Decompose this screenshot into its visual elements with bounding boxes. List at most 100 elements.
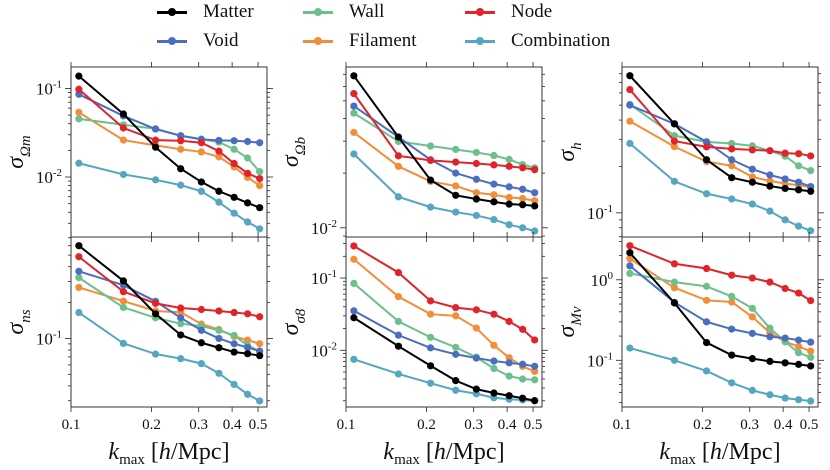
data-point-combination bbox=[244, 218, 252, 226]
data-point-node bbox=[781, 284, 789, 293]
data-point-combination bbox=[230, 209, 238, 217]
data-point-wall bbox=[119, 303, 128, 312]
data-point-wall bbox=[394, 317, 403, 326]
data-point-void bbox=[795, 178, 803, 186]
data-point-matter bbox=[472, 195, 480, 203]
series-line-combination bbox=[629, 347, 811, 403]
data-point-node bbox=[256, 174, 264, 183]
data-point-void bbox=[350, 102, 358, 110]
legend-swatch-wall bbox=[303, 6, 333, 18]
data-point-filament bbox=[350, 128, 358, 137]
data-point-void bbox=[505, 359, 513, 367]
data-point-filament bbox=[748, 313, 756, 321]
data-point-wall bbox=[728, 139, 736, 148]
data-point-filament bbox=[795, 342, 803, 351]
data-point-combination bbox=[350, 150, 358, 158]
y-tick-label: 10-1 bbox=[587, 350, 613, 370]
data-point-matter bbox=[230, 348, 238, 356]
data-point-node bbox=[766, 147, 774, 155]
data-point-node bbox=[472, 306, 480, 314]
data-point-filament bbox=[256, 340, 264, 348]
data-point-combination bbox=[766, 207, 774, 215]
data-point-node bbox=[490, 161, 498, 169]
data-point-filament bbox=[505, 354, 513, 362]
data-point-matter bbox=[472, 385, 480, 393]
data-point-wall bbox=[75, 115, 83, 123]
x-tick-label: 0.2 bbox=[417, 417, 436, 433]
data-point-wall bbox=[702, 282, 711, 290]
data-point-wall bbox=[670, 132, 679, 140]
data-point-wall bbox=[230, 331, 238, 340]
data-point-matter bbox=[350, 314, 358, 322]
data-point-combination bbox=[215, 198, 223, 206]
data-point-filament bbox=[807, 347, 815, 355]
data-point-node bbox=[177, 137, 185, 145]
legend-label-node: Node bbox=[511, 1, 553, 22]
data-point-matter bbox=[75, 72, 83, 80]
data-point-node bbox=[177, 304, 185, 312]
data-point-combination bbox=[151, 350, 160, 358]
data-point-matter bbox=[452, 377, 460, 385]
data-point-combination bbox=[807, 397, 815, 405]
data-point-matter bbox=[490, 389, 498, 397]
y-axis-label: σσ8 bbox=[278, 308, 309, 335]
series-line-matter bbox=[629, 75, 811, 193]
data-point-filament bbox=[670, 284, 679, 292]
data-point-node bbox=[766, 278, 774, 286]
y-tick-label: 10-1 bbox=[36, 79, 62, 99]
legend-label-combination: Combination bbox=[511, 30, 611, 51]
panel-h: 10-1 σh bbox=[554, 62, 824, 242]
data-point-matter bbox=[795, 186, 803, 194]
data-point-node bbox=[215, 147, 223, 155]
data-point-wall bbox=[490, 364, 498, 373]
data-point-combination bbox=[177, 355, 185, 363]
data-point-node bbox=[728, 145, 736, 153]
data-point-filament bbox=[472, 324, 480, 332]
data-point-wall bbox=[490, 151, 498, 160]
axes-frame bbox=[345, 236, 543, 408]
data-point-node bbox=[197, 305, 205, 314]
legend-swatch-matter bbox=[157, 6, 187, 18]
data-point-node bbox=[230, 159, 238, 168]
data-point-wall bbox=[531, 376, 539, 384]
data-point-combination bbox=[119, 170, 128, 179]
x-axis-label: kmax [h/Mpc] bbox=[383, 439, 504, 468]
data-point-combination bbox=[197, 187, 205, 195]
data-point-void bbox=[781, 175, 789, 183]
data-point-void bbox=[626, 101, 634, 109]
series-line-node bbox=[78, 255, 260, 318]
data-point-wall bbox=[426, 333, 435, 341]
data-point-matter bbox=[702, 156, 711, 164]
data-point-node bbox=[490, 310, 498, 318]
data-point-wall bbox=[795, 349, 803, 357]
data-point-node bbox=[531, 166, 539, 174]
data-point-combination bbox=[795, 222, 803, 230]
data-point-void bbox=[426, 344, 435, 352]
legend-item-matter: Matter bbox=[157, 1, 254, 23]
data-point-filament bbox=[119, 136, 128, 144]
data-point-node bbox=[702, 143, 711, 151]
data-point-combination bbox=[394, 370, 403, 378]
data-point-wall bbox=[452, 343, 460, 351]
data-point-void bbox=[728, 156, 736, 164]
data-point-wall bbox=[519, 375, 527, 383]
data-point-void bbox=[230, 340, 238, 348]
data-point-combination bbox=[230, 380, 238, 389]
data-point-matter bbox=[151, 310, 160, 318]
x-tick-label: 0.3 bbox=[740, 417, 759, 433]
data-point-combination bbox=[531, 227, 539, 235]
data-point-filament bbox=[452, 182, 460, 190]
data-point-matter bbox=[75, 242, 83, 250]
data-point-void bbox=[75, 90, 83, 98]
data-point-node bbox=[350, 242, 358, 250]
data-point-matter bbox=[197, 339, 205, 347]
data-point-filament bbox=[626, 255, 634, 263]
data-point-filament bbox=[490, 341, 498, 349]
data-point-matter bbox=[670, 120, 679, 128]
y-axis-label: σΩm bbox=[3, 135, 34, 169]
data-point-combination bbox=[426, 379, 435, 387]
y-tick-label: 10-2 bbox=[311, 218, 337, 238]
data-point-matter bbox=[531, 397, 539, 405]
data-point-wall bbox=[177, 320, 185, 328]
data-point-node bbox=[350, 90, 358, 98]
